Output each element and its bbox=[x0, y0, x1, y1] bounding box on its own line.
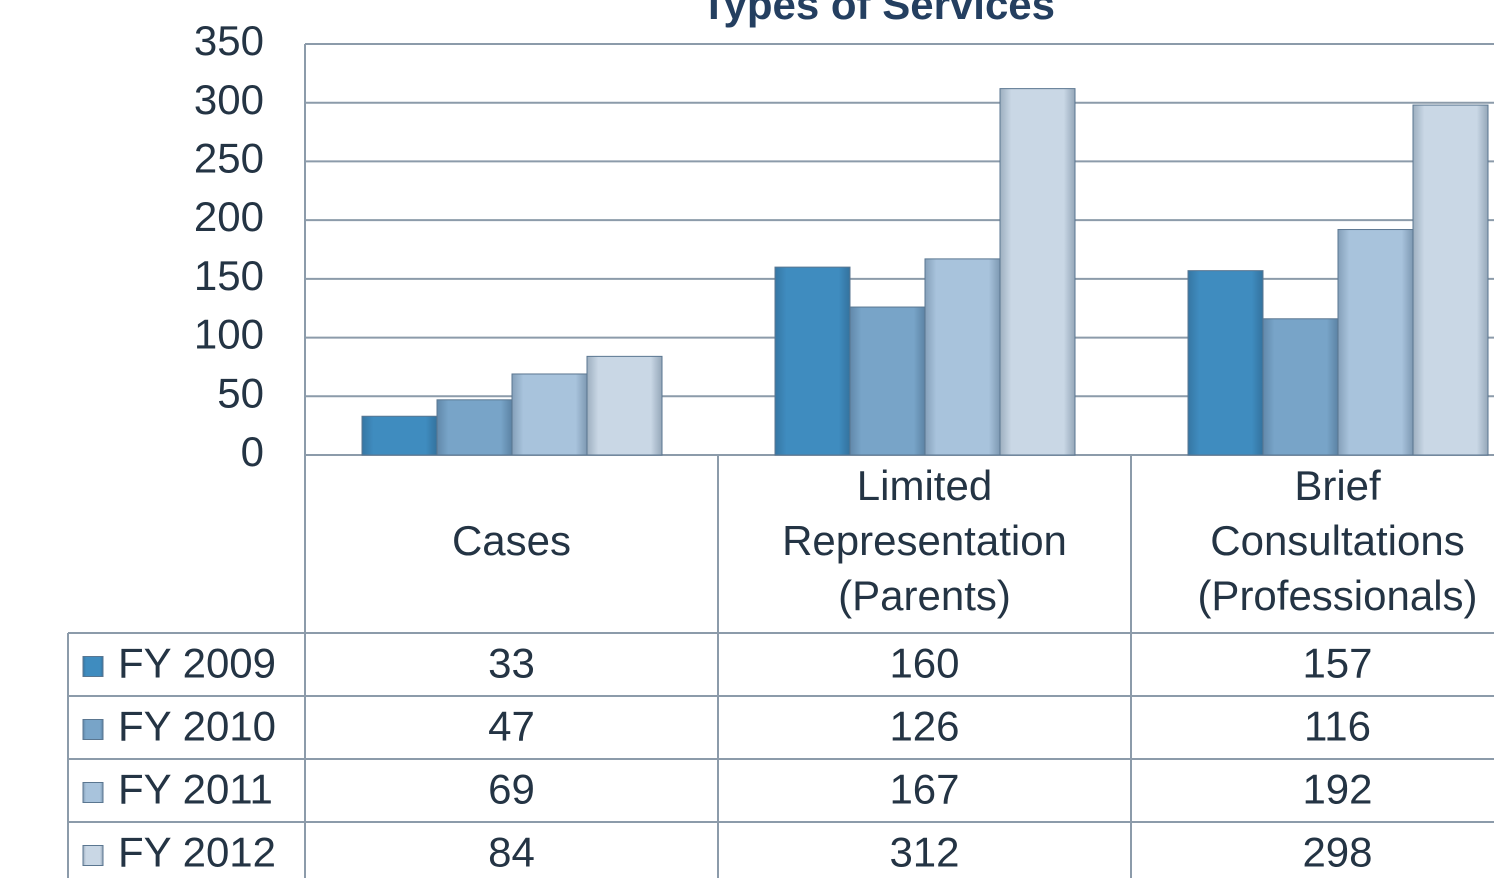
table-cell: 167 bbox=[889, 766, 959, 813]
table-cell: 69 bbox=[488, 766, 535, 813]
y-tick-label: 50 bbox=[217, 369, 264, 416]
legend-swatch bbox=[82, 719, 104, 740]
x-tick-label: Limited Representation (Parents) bbox=[782, 462, 1067, 619]
table-cell: 126 bbox=[889, 703, 959, 750]
bar bbox=[774, 266, 851, 456]
legend-label: FY 2012 bbox=[118, 829, 276, 876]
bar bbox=[511, 373, 588, 456]
legend-swatch bbox=[82, 656, 104, 677]
table-cell: 47 bbox=[488, 703, 535, 750]
bar bbox=[1337, 229, 1414, 456]
bar bbox=[436, 399, 513, 456]
y-tick-label: 350 bbox=[194, 17, 264, 64]
bar bbox=[849, 306, 926, 456]
y-tick-label: 100 bbox=[194, 311, 264, 358]
bar bbox=[586, 355, 663, 456]
table-cell: 157 bbox=[1302, 640, 1372, 687]
bar bbox=[924, 258, 1001, 456]
x-tick-label: Brief Consultations (Professionals) bbox=[1197, 462, 1477, 619]
legend-label: FY 2009 bbox=[118, 640, 276, 687]
table-cell: 192 bbox=[1302, 766, 1372, 813]
table-cell: 116 bbox=[1304, 703, 1371, 750]
bar bbox=[999, 88, 1076, 456]
legend-label: FY 2011 bbox=[118, 766, 273, 813]
legend-swatch bbox=[82, 782, 104, 803]
table-cell: 312 bbox=[889, 829, 959, 876]
table-cell: 33 bbox=[488, 640, 535, 687]
y-tick-label: 250 bbox=[194, 135, 264, 182]
y-tick-label: 150 bbox=[194, 252, 264, 299]
chart-title: Types of Services bbox=[701, 0, 1055, 28]
table-cell: 84 bbox=[488, 829, 535, 876]
table-cell: 160 bbox=[889, 640, 959, 687]
bar bbox=[1187, 270, 1264, 456]
legend-label: FY 2010 bbox=[118, 703, 276, 750]
x-tick-label: Cases bbox=[452, 517, 571, 564]
bar bbox=[1262, 318, 1339, 456]
y-tick-label: 300 bbox=[194, 76, 264, 123]
y-tick-label: 0 bbox=[241, 428, 264, 475]
table-cell: 298 bbox=[1302, 829, 1372, 876]
y-tick-label: 200 bbox=[194, 193, 264, 240]
bar bbox=[361, 415, 438, 456]
legend-swatch bbox=[82, 845, 104, 866]
bar bbox=[1412, 104, 1489, 456]
